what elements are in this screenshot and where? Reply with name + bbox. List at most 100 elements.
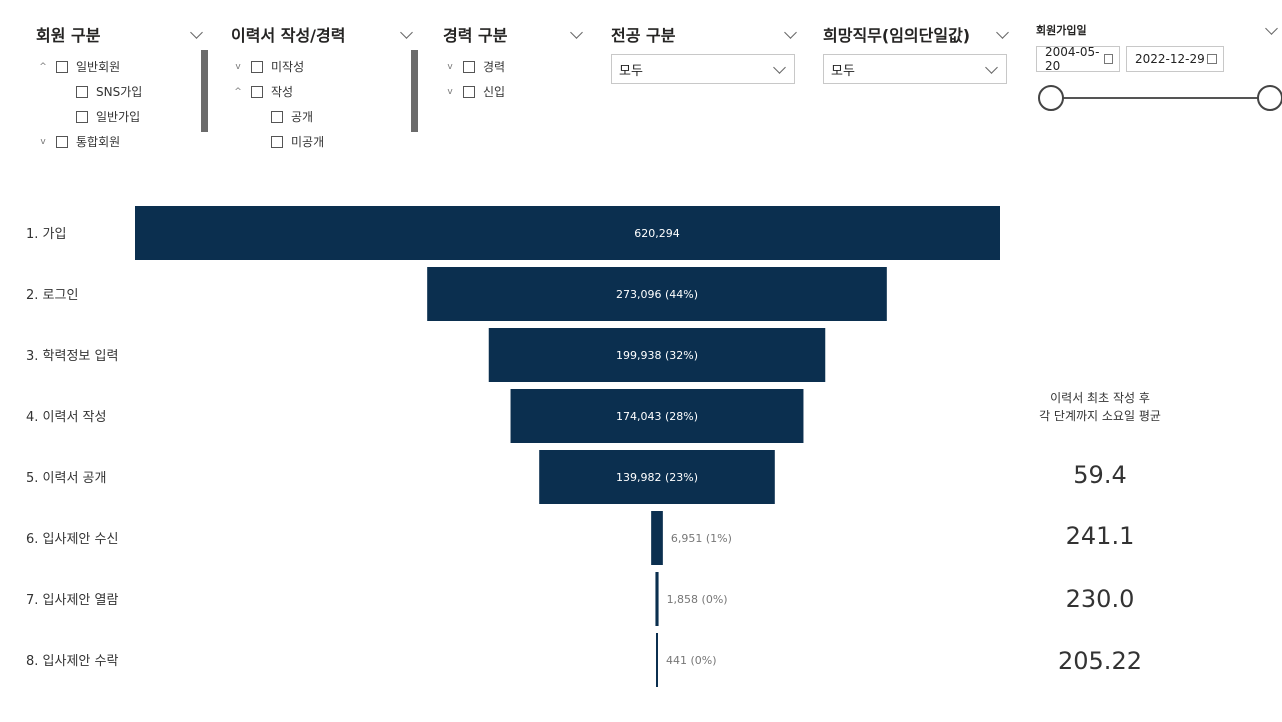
tree-item-label: 일반가입 bbox=[96, 110, 141, 124]
stage-label: 1. 가입 bbox=[26, 227, 66, 242]
major-title: 전공 구분 bbox=[611, 26, 676, 45]
tree-item[interactable]: v 신입 bbox=[443, 79, 581, 104]
tree-item[interactable]: ^ 일반회원 bbox=[36, 54, 201, 79]
chevron-down-icon[interactable] bbox=[1265, 21, 1278, 35]
expand-icon[interactable]: v bbox=[447, 61, 453, 72]
data-label: 1,858 (0%) bbox=[667, 593, 728, 606]
tree-item-label: 미작성 bbox=[271, 60, 305, 74]
expand-icon[interactable]: v bbox=[235, 61, 241, 72]
stage-label: 8. 입사제안 수락 bbox=[26, 654, 118, 669]
desired-job-value: 모두 bbox=[831, 63, 855, 79]
end-date-value: 2022-12-29 bbox=[1135, 52, 1205, 66]
tree-item-label: 일반회원 bbox=[76, 60, 121, 74]
join-date-title: 회원가입일 bbox=[1036, 24, 1087, 37]
tree-item[interactable]: 공개 bbox=[231, 104, 411, 129]
tree-item-label: SNS가입 bbox=[96, 85, 143, 99]
checkbox[interactable] bbox=[76, 110, 88, 123]
checkbox[interactable] bbox=[463, 85, 475, 98]
checkbox[interactable] bbox=[463, 60, 475, 73]
data-label: 620,294 bbox=[634, 227, 680, 240]
career-type-slicer: 경력 구분 v 경력 v 신입 bbox=[443, 22, 583, 104]
tree-item-label: 신입 bbox=[483, 85, 506, 99]
checkbox[interactable] bbox=[251, 85, 263, 98]
stage-label: 4. 이력서 작성 bbox=[26, 410, 106, 425]
resume-status-slicer: 이력서 작성/경력 v 미작성 ^ 작성 공개 미공개 bbox=[231, 22, 413, 154]
tree-item[interactable]: v 미작성 bbox=[231, 54, 411, 79]
tree-item[interactable]: SNS가입 bbox=[36, 79, 201, 104]
metric-value: 59.4 bbox=[1073, 461, 1127, 489]
calendar-icon[interactable] bbox=[1104, 54, 1113, 64]
slider-end-handle[interactable] bbox=[1257, 85, 1282, 111]
checkbox[interactable] bbox=[56, 60, 68, 73]
chevron-down-icon[interactable] bbox=[996, 25, 1009, 39]
funnel-bar[interactable] bbox=[135, 206, 1000, 260]
data-label: 273,096 (44%) bbox=[616, 288, 698, 301]
tree-item[interactable]: ^ 작성 bbox=[231, 79, 411, 104]
funnel-bar[interactable] bbox=[651, 511, 663, 565]
data-label: 199,938 (32%) bbox=[616, 349, 698, 362]
funnel-chart: 1. 가입 620,294 2. 로그인 273,096 (44%) 3. 학력정보 입… bbox=[26, 206, 1000, 687]
data-label: 6,951 (1%) bbox=[671, 532, 732, 545]
chevron-down-icon[interactable] bbox=[400, 25, 413, 39]
tree-item[interactable]: 미공개 bbox=[231, 129, 411, 154]
tree-item[interactable]: v 경력 bbox=[443, 54, 581, 79]
funnel-bar[interactable] bbox=[539, 450, 775, 504]
stage-label: 2. 로그인 bbox=[26, 288, 78, 303]
member-type-title: 회원 구분 bbox=[36, 26, 101, 45]
resume-status-title: 이력서 작성/경력 bbox=[231, 26, 346, 45]
desired-job-dropdown[interactable]: 모두 bbox=[823, 54, 1007, 84]
expand-icon[interactable]: v bbox=[447, 86, 453, 97]
start-date-input[interactable]: 2004-05-20 bbox=[1036, 45, 1120, 73]
career-type-title: 경력 구분 bbox=[443, 26, 508, 45]
chevron-down-icon[interactable] bbox=[784, 25, 797, 39]
chevron-down-icon bbox=[985, 60, 998, 74]
tree-item-label: 통합회원 bbox=[76, 135, 121, 149]
major-slicer: 전공 구분 모두 bbox=[611, 22, 797, 84]
funnel-bar[interactable] bbox=[510, 389, 804, 443]
funnel-bar[interactable] bbox=[655, 572, 659, 626]
tree-item-label: 미공개 bbox=[291, 135, 325, 149]
date-range-slider[interactable] bbox=[1038, 85, 1282, 111]
metric-caption: 이력서 최초 작성 후 각 단계까지 소요일 평균 bbox=[1000, 389, 1200, 425]
metric-value: 241.1 bbox=[1065, 522, 1135, 550]
join-date-slicer: 회원가입일 2004-05-20 2022-12-29 bbox=[1036, 21, 1278, 73]
checkbox[interactable] bbox=[76, 85, 88, 98]
checkbox[interactable] bbox=[56, 135, 68, 148]
tree-item-label: 작성 bbox=[271, 85, 294, 99]
end-date-input[interactable]: 2022-12-29 bbox=[1126, 46, 1224, 72]
stage-label: 5. 이력서 공개 bbox=[26, 471, 106, 486]
checkbox[interactable] bbox=[271, 135, 283, 148]
member-type-scrollbar[interactable] bbox=[201, 50, 208, 132]
major-dropdown[interactable]: 모두 bbox=[611, 54, 795, 84]
tree-item-label: 공개 bbox=[291, 110, 314, 124]
checkbox[interactable] bbox=[271, 110, 283, 123]
data-label: 441 (0%) bbox=[666, 654, 717, 667]
data-label: 139,982 (23%) bbox=[616, 471, 698, 484]
desired-job-slicer: 희망직무(임의단일값) 모두 bbox=[823, 22, 1009, 84]
tree-item[interactable]: 일반가입 bbox=[36, 104, 201, 129]
metric-value: 205.22 bbox=[1058, 647, 1142, 675]
start-date-value: 2004-05-20 bbox=[1045, 45, 1100, 73]
metric-caption-line-2: 각 단계까지 소요일 평균 bbox=[1039, 409, 1161, 423]
slider-start-handle[interactable] bbox=[1038, 85, 1064, 111]
metric-value: 230.0 bbox=[1065, 585, 1135, 613]
tree-item-label: 경력 bbox=[483, 60, 506, 74]
funnel-bar[interactable] bbox=[656, 633, 658, 687]
funnel-bar[interactable] bbox=[488, 328, 826, 382]
calendar-icon[interactable] bbox=[1207, 54, 1217, 64]
chevron-down-icon[interactable] bbox=[190, 25, 203, 39]
funnel-bar[interactable] bbox=[427, 267, 887, 321]
tree-item[interactable]: v 통합회원 bbox=[36, 129, 201, 154]
major-value: 모두 bbox=[619, 63, 643, 79]
stage-label: 6. 입사제안 수신 bbox=[26, 532, 118, 547]
expand-icon[interactable]: v bbox=[40, 136, 46, 147]
desired-job-title: 희망직무(임의단일값) bbox=[823, 26, 971, 45]
resume-status-scrollbar[interactable] bbox=[411, 50, 418, 132]
stage-label: 7. 입사제안 열람 bbox=[26, 593, 118, 608]
stage-label: 3. 학력정보 입력 bbox=[26, 349, 118, 364]
chevron-down-icon[interactable] bbox=[570, 25, 583, 39]
checkbox[interactable] bbox=[251, 60, 263, 73]
expand-icon[interactable]: ^ bbox=[39, 61, 47, 72]
expand-icon[interactable]: ^ bbox=[234, 86, 242, 97]
chevron-down-icon bbox=[773, 60, 786, 74]
